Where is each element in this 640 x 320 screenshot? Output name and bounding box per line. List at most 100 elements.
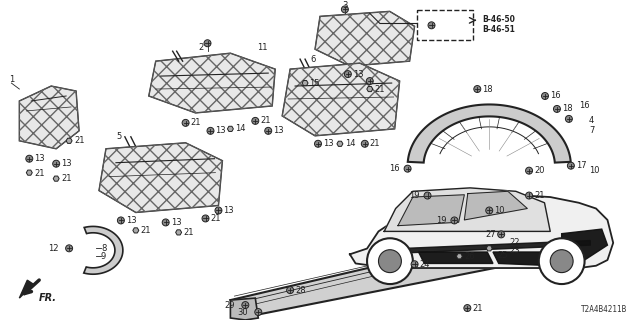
Text: 7: 7	[589, 126, 594, 135]
Circle shape	[424, 192, 431, 199]
Text: 17: 17	[576, 161, 586, 170]
Polygon shape	[367, 86, 372, 92]
Text: 25: 25	[497, 251, 508, 260]
Text: 23: 23	[509, 246, 520, 255]
Text: 18: 18	[562, 104, 573, 114]
Text: 13: 13	[223, 206, 234, 215]
Text: 8: 8	[101, 244, 106, 253]
Polygon shape	[84, 227, 123, 274]
Polygon shape	[562, 229, 607, 260]
Text: 21: 21	[141, 226, 151, 235]
Circle shape	[341, 6, 348, 13]
Text: 13: 13	[323, 139, 333, 148]
Circle shape	[525, 167, 532, 174]
Circle shape	[215, 207, 222, 214]
Circle shape	[117, 217, 124, 224]
Polygon shape	[19, 280, 33, 298]
Text: 16: 16	[579, 101, 589, 110]
Text: 21: 21	[472, 304, 483, 313]
Circle shape	[411, 261, 418, 268]
Polygon shape	[456, 254, 462, 259]
Text: 9: 9	[101, 252, 106, 261]
Text: FR.: FR.	[39, 293, 57, 303]
Text: 13: 13	[35, 154, 45, 163]
Polygon shape	[148, 53, 275, 113]
Text: 21: 21	[534, 191, 545, 200]
Polygon shape	[175, 230, 182, 235]
Polygon shape	[66, 138, 72, 143]
Text: 21: 21	[375, 84, 385, 93]
Text: B-46-51: B-46-51	[483, 25, 515, 34]
Circle shape	[182, 119, 189, 126]
Text: B-46-50: B-46-50	[483, 15, 515, 24]
Text: 15: 15	[309, 78, 319, 88]
Circle shape	[451, 217, 458, 224]
Polygon shape	[372, 241, 590, 254]
Text: T2A4B4211B: T2A4B4211B	[580, 305, 627, 314]
Circle shape	[344, 71, 351, 77]
Circle shape	[539, 238, 584, 284]
Circle shape	[366, 77, 373, 84]
Circle shape	[404, 165, 411, 172]
Polygon shape	[53, 176, 59, 181]
Circle shape	[565, 116, 572, 122]
Circle shape	[265, 127, 272, 134]
Text: 14: 14	[345, 139, 355, 148]
Circle shape	[26, 155, 33, 162]
Text: 13: 13	[353, 69, 364, 79]
Polygon shape	[398, 195, 465, 226]
Text: 6: 6	[310, 55, 316, 64]
Text: 21: 21	[370, 139, 380, 148]
Text: 13: 13	[61, 159, 72, 168]
Circle shape	[362, 140, 368, 147]
Text: 14: 14	[236, 124, 246, 133]
Text: 21: 21	[211, 214, 221, 223]
Text: 19: 19	[409, 191, 420, 200]
Circle shape	[568, 162, 574, 169]
Text: 13: 13	[126, 216, 136, 225]
Text: 24: 24	[420, 260, 430, 269]
Circle shape	[428, 22, 435, 29]
Polygon shape	[19, 86, 79, 149]
Text: 26: 26	[465, 252, 475, 261]
Circle shape	[162, 219, 169, 226]
Polygon shape	[419, 252, 493, 263]
Text: 21: 21	[191, 118, 201, 127]
Polygon shape	[230, 230, 534, 318]
Circle shape	[242, 301, 249, 308]
Polygon shape	[227, 126, 234, 132]
Polygon shape	[133, 228, 139, 233]
Text: 10: 10	[494, 206, 505, 215]
Polygon shape	[315, 12, 415, 66]
Polygon shape	[350, 195, 613, 268]
Polygon shape	[337, 141, 343, 146]
Polygon shape	[486, 246, 492, 251]
Circle shape	[52, 160, 60, 167]
Circle shape	[378, 250, 401, 273]
Text: 13: 13	[273, 126, 284, 135]
Text: 21: 21	[74, 136, 84, 145]
Text: 30: 30	[237, 308, 248, 316]
Text: 11: 11	[257, 43, 268, 52]
FancyBboxPatch shape	[417, 10, 474, 40]
Circle shape	[314, 140, 321, 147]
Text: 5: 5	[116, 132, 121, 141]
Text: 29: 29	[225, 300, 236, 309]
Circle shape	[474, 85, 481, 92]
Text: 28: 28	[295, 286, 306, 295]
Circle shape	[367, 238, 413, 284]
Text: 19: 19	[436, 216, 447, 225]
Text: 3: 3	[342, 1, 348, 10]
Text: 4: 4	[589, 116, 594, 125]
Text: 1: 1	[10, 75, 15, 84]
Text: 21: 21	[61, 174, 72, 183]
Circle shape	[486, 207, 493, 214]
Polygon shape	[384, 188, 550, 231]
Circle shape	[550, 250, 573, 273]
Circle shape	[204, 40, 211, 47]
Polygon shape	[99, 143, 223, 212]
Text: 10: 10	[589, 166, 599, 175]
Text: 16: 16	[389, 164, 399, 173]
Circle shape	[207, 127, 214, 134]
Polygon shape	[493, 252, 554, 266]
